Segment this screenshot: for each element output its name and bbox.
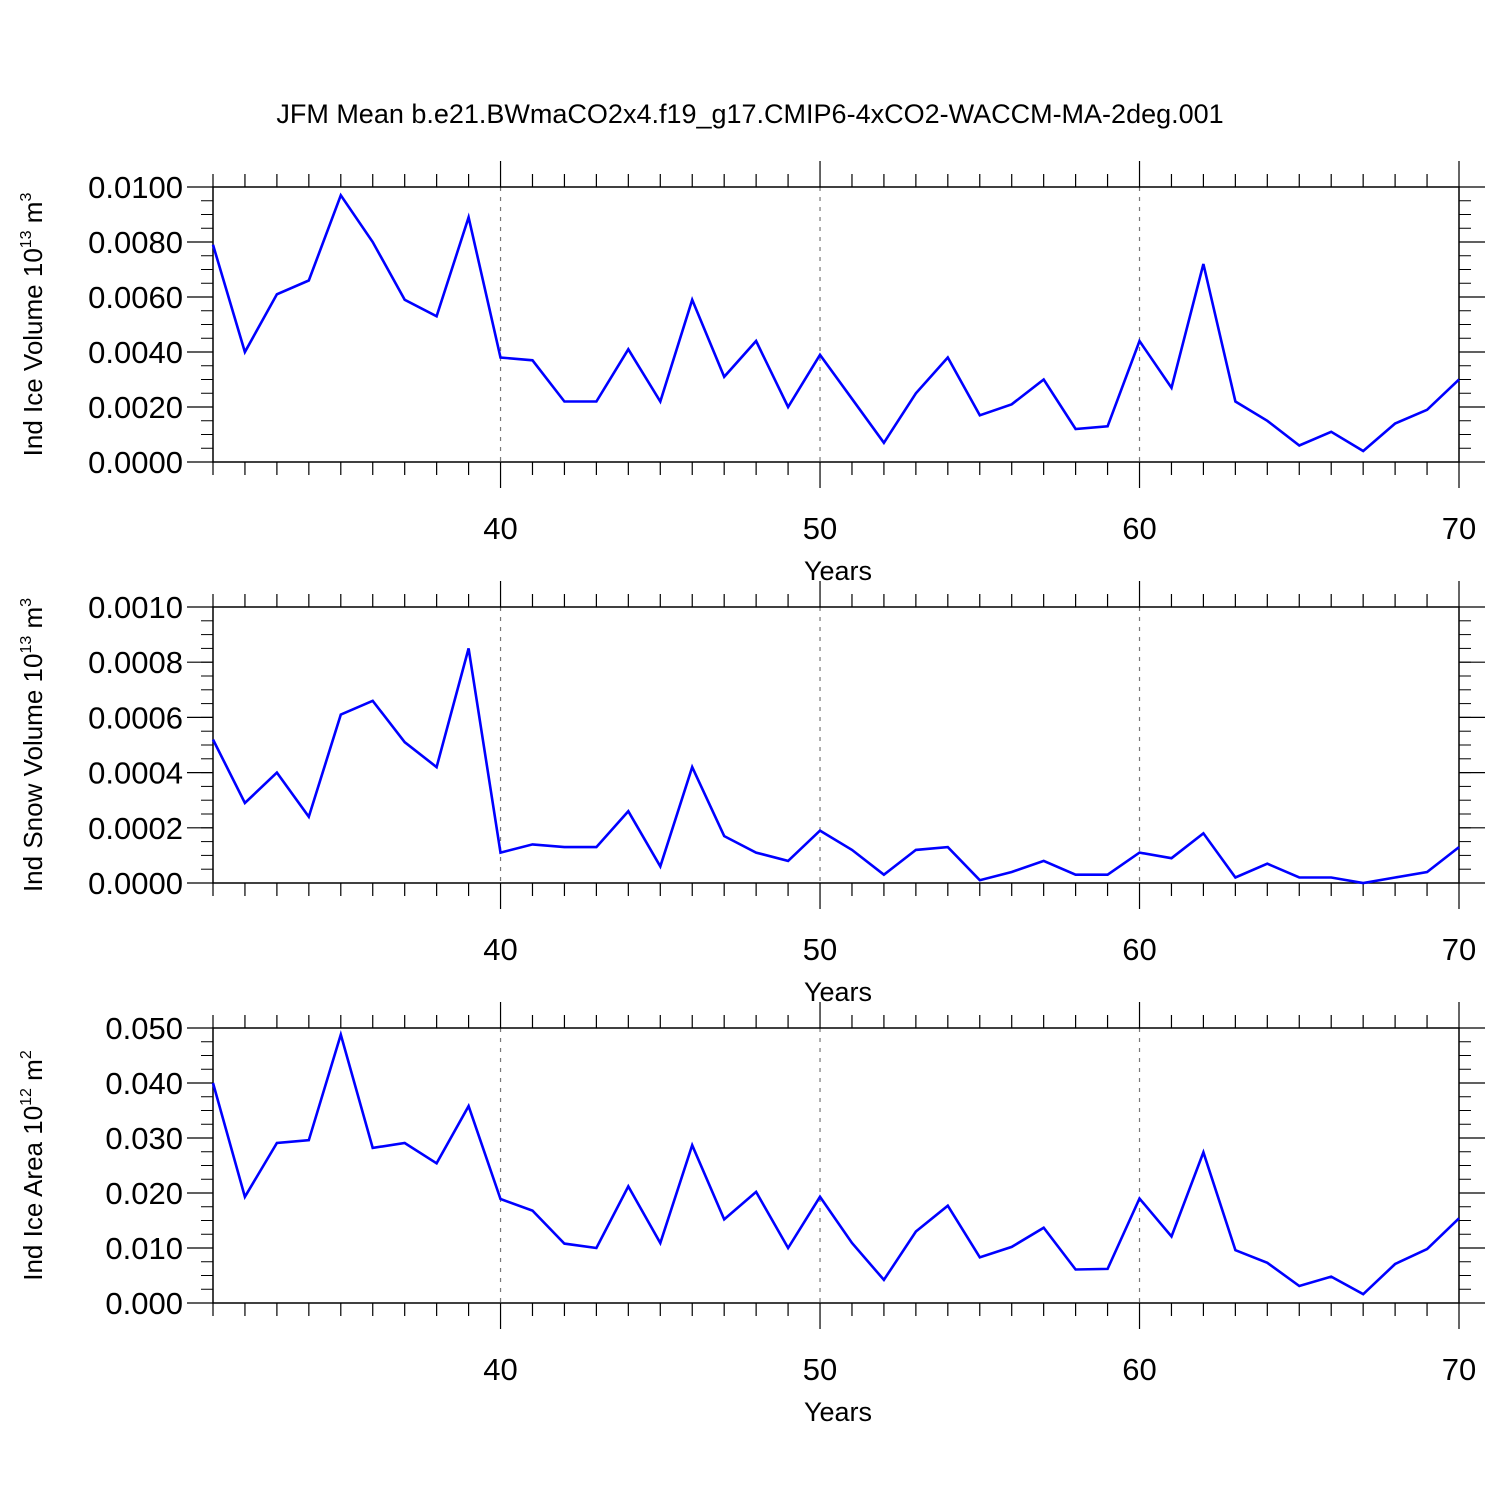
chart-panels: 0.0000 0.0020 0.0040 0.0060 0.0080 0.0100 40 50… — [18, 161, 1485, 1427]
series-line — [211, 192, 1460, 453]
x-tick-label: 70 — [1442, 932, 1476, 967]
series-line — [211, 648, 1460, 885]
y-tick-label: 0.020 — [105, 1176, 183, 1211]
x-tick-label: 60 — [1122, 932, 1156, 967]
y-axis-label: Ind Ice Volume 1013 m3 — [18, 193, 48, 457]
x-tick-label: 50 — [803, 1352, 837, 1387]
x-axis-label: Years — [804, 1397, 872, 1427]
panel-2: 0.0000 0.0002 0.0004 0.0006 0.0008 0.0010 40 50… — [18, 581, 1485, 1007]
y-tick-label: 0.0080 — [88, 225, 183, 260]
y-tick-label: 0.0004 — [88, 756, 183, 791]
y-tick-label: 0.0008 — [88, 645, 183, 680]
series-line — [211, 1029, 1460, 1296]
x-axis-label: Years — [804, 977, 872, 1007]
y-tick-label: 0.0060 — [88, 280, 183, 315]
x-tick-label: 40 — [483, 932, 517, 967]
panel-3: 0.000 0.010 0.020 0.030 0.040 0.050 40 50 60 70 Ye… — [18, 1002, 1485, 1427]
y-tick-label: 0.010 — [105, 1231, 183, 1266]
y-axis-label: Ind Snow Volume 1013 m3 — [18, 598, 48, 892]
y-axis-label: Ind Ice Area 1012 m2 — [18, 1050, 48, 1281]
x-tick-label: 60 — [1122, 511, 1156, 546]
y-tick-label: 0.050 — [105, 1011, 183, 1046]
y-tick-label: 0.030 — [105, 1121, 183, 1156]
x-tick-label: 70 — [1442, 1352, 1476, 1387]
y-tick-label: 0.0006 — [88, 700, 183, 735]
x-tick-label: 70 — [1442, 511, 1476, 546]
y-tick-label: 0.0002 — [88, 811, 183, 846]
x-tick-label: 60 — [1122, 1352, 1156, 1387]
y-tick-label: 0.0100 — [88, 170, 183, 205]
y-tick-label: 0.0040 — [88, 335, 183, 370]
x-tick-label: 40 — [483, 1352, 517, 1387]
y-tick-label: 0.0010 — [88, 590, 183, 625]
x-tick-label: 50 — [803, 932, 837, 967]
y-tick-label: 0.0020 — [88, 390, 183, 425]
y-tick-label: 0.000 — [105, 1286, 183, 1321]
x-tick-label: 40 — [483, 511, 517, 546]
panel-1: 0.0000 0.0020 0.0040 0.0060 0.0080 0.0100 40 50… — [18, 161, 1485, 586]
y-tick-label: 0.0000 — [88, 866, 183, 901]
y-tick-label: 0.040 — [105, 1066, 183, 1101]
y-tick-label: 0.0000 — [88, 445, 183, 480]
x-axis-label: Years — [804, 556, 872, 586]
chart-title: JFM Mean b.e21.BWmaCO2x4.f19_g17.CMIP6-4… — [276, 99, 1223, 129]
x-tick-label: 50 — [803, 511, 837, 546]
